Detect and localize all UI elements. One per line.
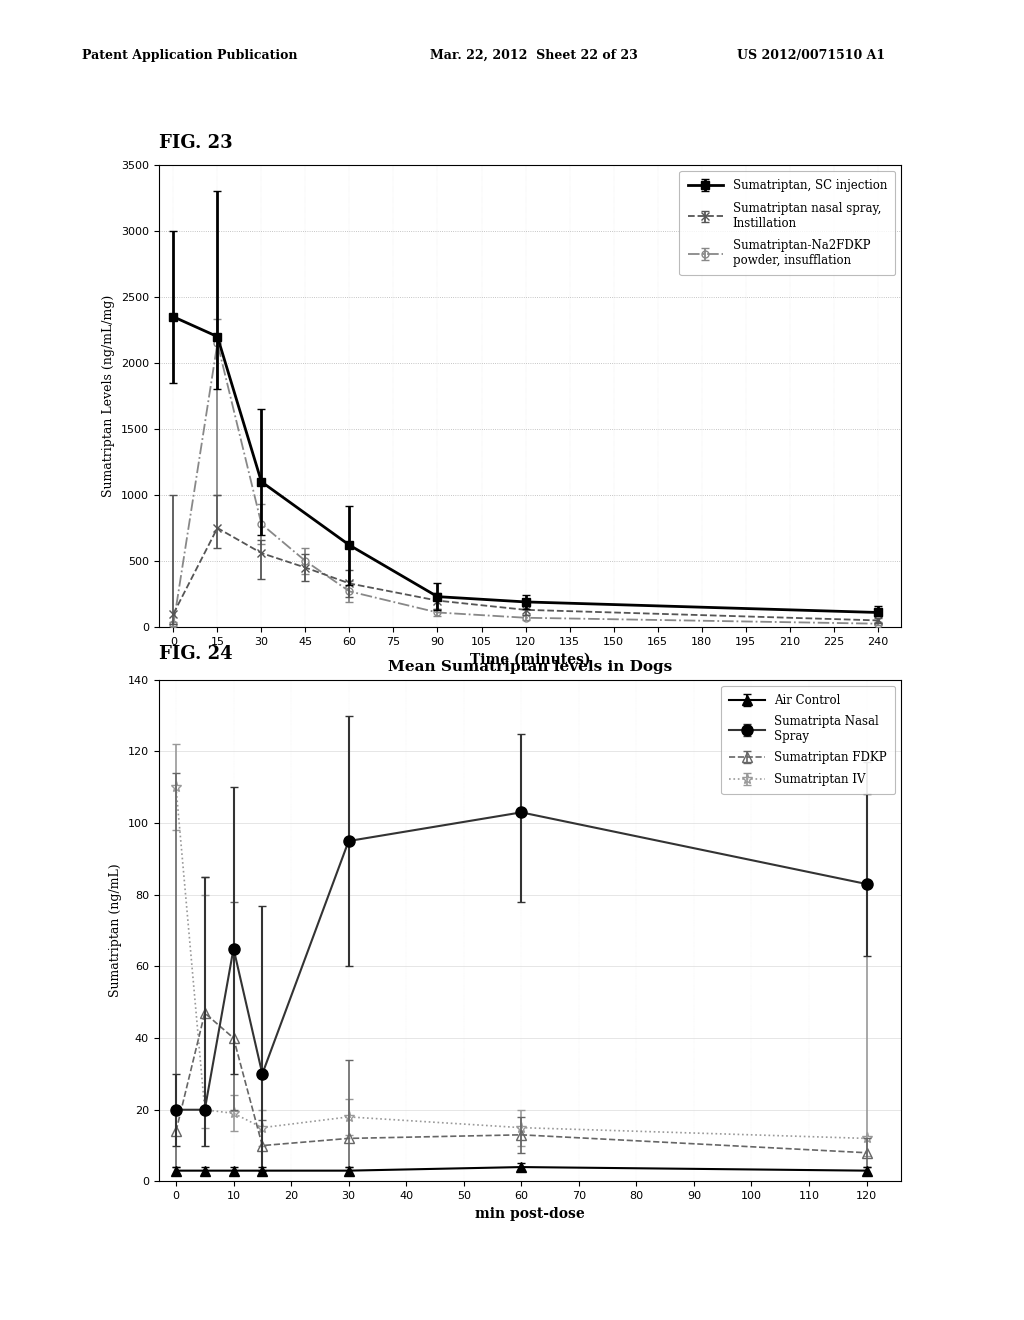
Text: Patent Application Publication: Patent Application Publication (82, 49, 297, 62)
X-axis label: Time (minutes): Time (minutes) (470, 652, 590, 667)
X-axis label: min post-dose: min post-dose (475, 1206, 585, 1221)
Text: FIG. 23: FIG. 23 (159, 133, 232, 152)
Legend: Air Control, Sumatripta Nasal
Spray, Sumatriptan FDKP, Sumatriptan IV: Air Control, Sumatripta Nasal Spray, Sum… (721, 685, 895, 795)
Text: Mar. 22, 2012  Sheet 22 of 23: Mar. 22, 2012 Sheet 22 of 23 (430, 49, 638, 62)
Text: US 2012/0071510 A1: US 2012/0071510 A1 (737, 49, 886, 62)
Y-axis label: Sumatriptan Levels (ng/mL/mg): Sumatriptan Levels (ng/mL/mg) (102, 294, 116, 498)
Text: FIG. 24: FIG. 24 (159, 644, 232, 663)
Y-axis label: Sumatriptan (ng/mL): Sumatriptan (ng/mL) (110, 863, 122, 998)
Title: Mean Sumatriptan levels in Dogs: Mean Sumatriptan levels in Dogs (388, 660, 672, 675)
Legend: Sumatriptan, SC injection, Sumatriptan nasal spray,
Instillation, Sumatriptan-Na: Sumatriptan, SC injection, Sumatriptan n… (680, 170, 895, 276)
